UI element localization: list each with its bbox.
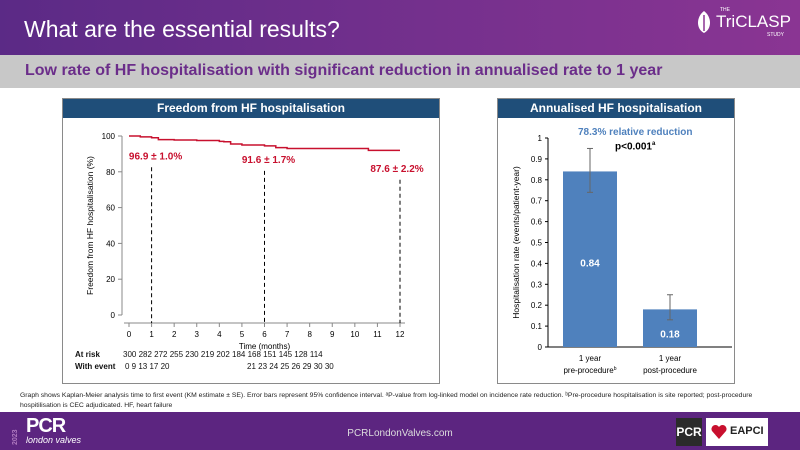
annotation-label: 87.6 ± 2.2% xyxy=(370,164,423,175)
triclasp-logo: THE TriCLASP STUDY xyxy=(694,7,791,41)
km-curve xyxy=(129,135,400,152)
at-risk-row: At risk 300 282 272 255 230 219 202 184 … xyxy=(75,350,323,359)
x-tick-label: 11 xyxy=(373,330,382,339)
x-tick-label: 1 xyxy=(149,330,154,339)
bar-value-label: 0.18 xyxy=(660,329,680,340)
x-tick-label: 6 xyxy=(262,330,267,339)
y-axis-label: Hospitalisation rate (events/patient-yea… xyxy=(511,166,521,319)
bar-value-label: 0.84 xyxy=(580,258,600,269)
y-tick-label: 0.4 xyxy=(531,259,543,268)
x-tick-label: 12 xyxy=(396,330,405,339)
km-panel: Freedom from HF hospitalisation xyxy=(62,98,440,384)
y-tick-label: 1 xyxy=(538,134,543,143)
leaf-icon xyxy=(698,11,710,33)
y-tick-label: 0.1 xyxy=(531,322,543,331)
x-tick-label: 0 xyxy=(127,330,132,339)
pcr-logo: PCR xyxy=(676,418,702,446)
km-panel-title: Freedom from HF hospitalisation xyxy=(63,99,439,118)
x-tick-label: 7 xyxy=(285,330,290,339)
y-tick-label: 0.7 xyxy=(531,197,543,206)
at-risk-label: At risk xyxy=(75,350,100,359)
y-tick-label: 0.3 xyxy=(531,280,543,289)
y-tick-label: 0.6 xyxy=(531,218,543,227)
bar-panel-title: Annualised HF hospitalisation xyxy=(498,99,734,118)
y-tick-label: 40 xyxy=(106,239,115,248)
x-axis-label: Time (months) xyxy=(239,342,291,351)
category-label: pre-procedureb xyxy=(563,366,616,375)
y-tick-label: 0.9 xyxy=(531,155,543,164)
x-tick-label: 9 xyxy=(330,330,335,339)
category-label: 1 year xyxy=(659,354,682,363)
footnote: Graph shows Kaplan-Meier analysis time t… xyxy=(20,392,753,409)
x-tick-label: 3 xyxy=(195,330,200,339)
subtitle-band xyxy=(0,55,800,88)
annotation-label: 96.9 ± 1.0% xyxy=(129,151,182,162)
category-label: 1 year xyxy=(579,354,602,363)
y-tick-label: 80 xyxy=(106,168,115,177)
footer-bar xyxy=(0,412,800,450)
category-label: post-procedure xyxy=(643,366,697,375)
y-tick-label: 60 xyxy=(106,204,115,213)
x-tick-label: 5 xyxy=(240,330,245,339)
page-title: What are the essential results? xyxy=(24,16,340,42)
y-axis-label: Freedom from HF hospitalisation (%) xyxy=(85,156,95,295)
y-tick-label: 0 xyxy=(111,311,116,320)
heart-icon xyxy=(711,424,727,439)
y-tick-label: 20 xyxy=(106,275,115,284)
p-value: p<0.001a xyxy=(615,141,656,153)
with-event-label: With event xyxy=(75,362,116,371)
x-tick-label: 4 xyxy=(217,330,222,339)
with-event-row: With event 0 9 13 17 20 21 23 24 25 26 2… xyxy=(75,362,334,371)
bar-chart: 0 0.1 0.2 0.3 0.4 0.5 0.6 0.7 0.8 0.9 1 Hospitalisa… xyxy=(511,134,732,375)
x-tick-label: 8 xyxy=(307,330,312,339)
with-event-values-early: 0 9 13 17 20 xyxy=(125,362,170,371)
y-tick-label: 100 xyxy=(102,132,116,141)
y-tick-label: 0.5 xyxy=(531,239,543,248)
eapci-logo: EAPCI xyxy=(706,418,768,446)
relative-reduction: 78.3% relative reduction xyxy=(578,127,693,138)
website-link[interactable]: PCRLondonValves.com xyxy=(347,428,453,439)
y-tick-label: 0.2 xyxy=(531,301,543,310)
bar xyxy=(563,171,617,347)
y-tick-label: 0 xyxy=(538,343,543,352)
x-tick-label: 10 xyxy=(350,330,359,339)
annotation-label: 91.6 ± 1.7% xyxy=(242,155,295,166)
y-tick-label: 0.8 xyxy=(531,176,543,185)
subtitle: Low rate of HF hospitalisation with sign… xyxy=(25,62,663,79)
at-risk-values: 300 282 272 255 230 219 202 184 168 151 … xyxy=(123,350,323,359)
with-event-values-late: 21 23 24 25 26 29 30 30 xyxy=(247,362,334,371)
x-tick-label: 2 xyxy=(172,330,177,339)
header-bar xyxy=(0,0,800,55)
